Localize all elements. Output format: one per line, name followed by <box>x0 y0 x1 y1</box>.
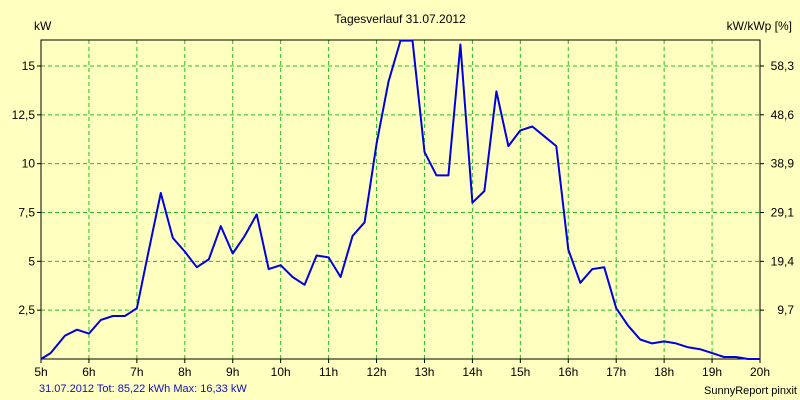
y-axis-left-label: kW <box>34 19 52 33</box>
x-tick-label: 6h <box>82 365 95 379</box>
y-left-tick-label: 12,5 <box>12 108 36 122</box>
y-left-tick-label: 15 <box>22 59 36 73</box>
y-right-tick-label: 48,6 <box>771 108 795 122</box>
x-tick-label: 8h <box>178 365 191 379</box>
x-tick-label: 15h <box>510 365 530 379</box>
x-tick-label: 14h <box>462 365 482 379</box>
chart-title: Tagesverlauf 31.07.2012 <box>334 12 466 26</box>
x-tick-label: 12h <box>367 365 387 379</box>
x-tick-label: 20h <box>750 365 770 379</box>
y-left-tick-label: 2,5 <box>18 303 35 317</box>
series-layer <box>40 39 760 360</box>
y-left-tick-label: 10 <box>22 157 36 171</box>
series-line <box>40 39 760 360</box>
plot-area <box>41 40 760 359</box>
y-right-tick-label: 29,1 <box>771 205 795 219</box>
x-tick-label: 10h <box>271 365 291 379</box>
x-tick-label: 19h <box>702 365 722 379</box>
x-tick-label: 5h <box>34 365 47 379</box>
x-tick-label: 11h <box>319 365 338 379</box>
y-axis-right-label: kW/kWp [%] <box>727 19 792 33</box>
x-tick-label: 17h <box>606 365 626 379</box>
y-right-tick-label: 9,7 <box>777 303 794 317</box>
x-tick-label: 7h <box>130 365 143 379</box>
x-tick-label: 18h <box>654 365 674 379</box>
x-tick-label: 13h <box>414 365 434 379</box>
x-tick-label: 16h <box>558 365 578 379</box>
y-right-tick-label: 58,3 <box>771 59 795 73</box>
y-left-tick-label: 7,5 <box>18 205 35 219</box>
axis-ticks: 5h 6h 7h 8h 9h 10h 11h 12h 13h 14h 15h 16h 17h 18h 19h… <box>12 59 795 379</box>
y-right-tick-label: 19,4 <box>771 254 795 268</box>
grid-lines <box>41 40 760 359</box>
footer-brand: SunnyReport pinxit <box>704 385 797 397</box>
x-tick-label: 9h <box>226 365 239 379</box>
y-right-tick-label: 38,9 <box>771 157 795 171</box>
y-left-tick-label: 5 <box>28 254 35 268</box>
footer-summary: 31.07.2012 Tot: 85,22 kWh Max: 16,33 kW <box>39 383 247 395</box>
